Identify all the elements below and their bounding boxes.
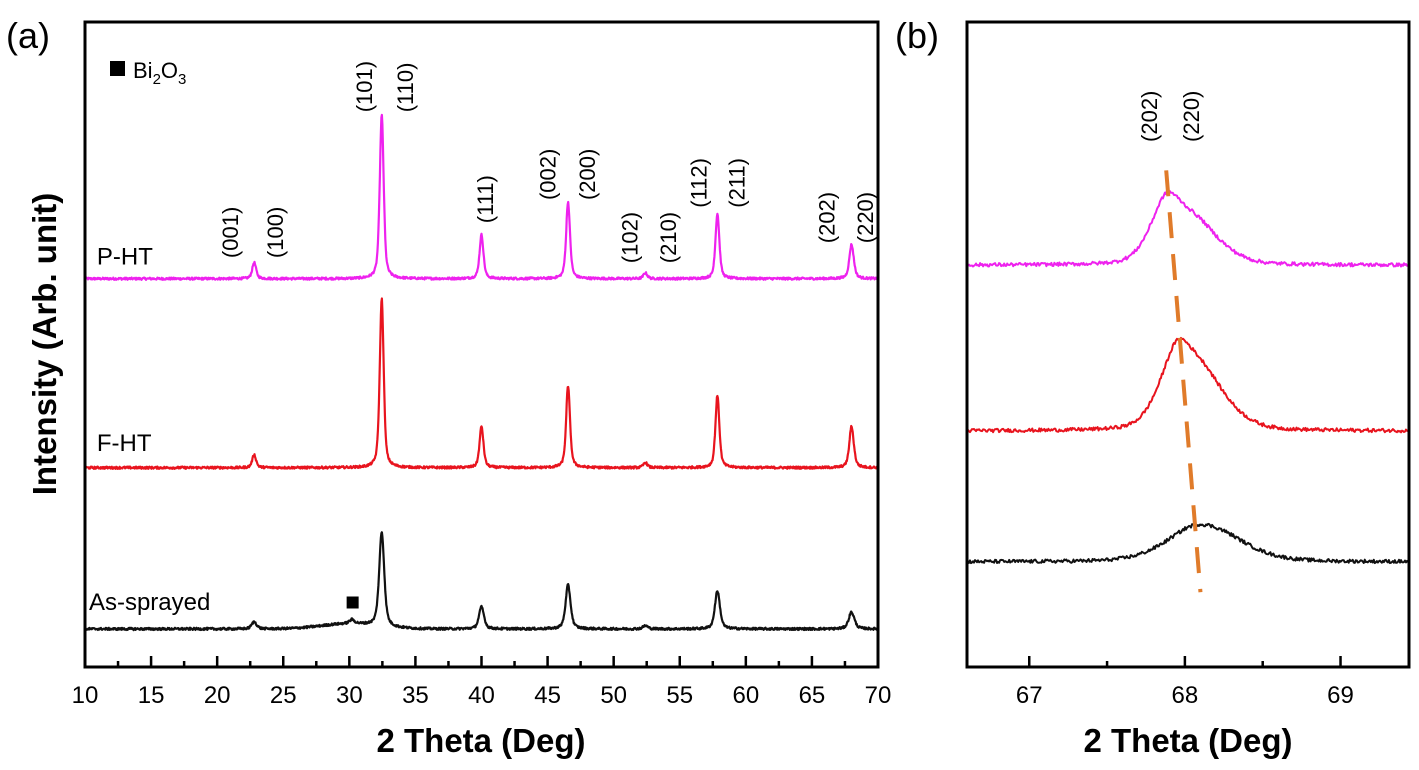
panel-a-hkl-label: (202) — [814, 192, 839, 243]
peak-shift-guide-line — [1164, 170, 1203, 593]
panel-a-hkl-label: (111) — [473, 175, 498, 223]
panel-a: (a) (001) (100)(101) (110)(111) (002) (200)(… — [6, 15, 891, 759]
panel-b-annotations: (202) (220) — [1137, 91, 1204, 142]
panel-b-label: (b) — [895, 15, 939, 56]
panel-b-frame — [965, 20, 1411, 669]
trace-p-ht — [84, 113, 879, 281]
panel-a-x-ticks: 10 15 20 25 30 35 40 45 50 55 60 65 70 — [72, 656, 892, 709]
panel-a-tick-label: 65 — [799, 682, 826, 709]
trace-as-sprayed — [84, 531, 879, 632]
panel-a-tick-label: 15 — [138, 682, 165, 709]
panel-a-hkl-label: (112) — [686, 158, 711, 208]
panel-a-tick-label: 35 — [402, 682, 429, 709]
panel-a-sample-labels: P-HT F-HT As-sprayed — [89, 244, 210, 617]
panel-b: (b) (202) (220) 67 68 69 2 Theta (Deg) — [895, 15, 1411, 759]
panel-b-hkl-label: (220) — [1179, 91, 1204, 142]
panel-a-tick-label: 60 — [732, 682, 759, 709]
panel-b-tick-label: 67 — [1016, 682, 1043, 709]
panel-b-guide — [1164, 170, 1203, 593]
panel-a-frame — [83, 20, 880, 669]
panel-a-markers — [346, 596, 359, 609]
panel-b-tick-label: 68 — [1172, 682, 1199, 709]
legend-label: Bi2O3 — [133, 58, 186, 88]
panel-a-hkl-label: (211) — [725, 158, 750, 208]
panel-a-tick-label: 40 — [468, 682, 495, 709]
panel-a-tick-label: 10 — [72, 682, 99, 709]
panel-a-hkl-label: (001) — [218, 207, 243, 258]
panel-a-tick-label: 45 — [534, 682, 561, 709]
panel-a-tick-label: 50 — [600, 682, 627, 709]
panel-a-annotations: (001) (100) (101) (110) (111) (002) (200) (102)… — [218, 61, 878, 263]
sample-label-as-sprayed: As-sprayed — [89, 589, 210, 616]
panel-b-tick-label: 69 — [1327, 682, 1354, 709]
panel-a-tick-label: 25 — [270, 682, 297, 709]
trace-b-f-ht — [966, 336, 1410, 434]
bi2o3-marker — [346, 596, 359, 609]
panel-a-x-axis-title: 2 Theta (Deg) — [376, 722, 585, 759]
legend: Bi2O3 — [110, 58, 186, 88]
panel-a-hkl-label: (110) — [393, 63, 418, 113]
panel-a-hkl-label: (200) — [575, 149, 600, 200]
panel-a-hkl-label: (102) — [618, 212, 643, 263]
panel-a-tick-label: 70 — [865, 682, 892, 709]
sample-label-f-ht: F-HT — [97, 430, 152, 457]
legend-square-marker — [110, 61, 125, 76]
panel-b-hkl-label: (202) — [1137, 91, 1162, 142]
trace-b-as-sprayed — [966, 522, 1410, 565]
trace-b-p-ht — [966, 189, 1410, 268]
panel-a-hkl-label: (220) — [853, 192, 878, 243]
panel-a-hkl-label: (100) — [263, 207, 288, 258]
panel-b-traces — [966, 189, 1410, 565]
panel-b-x-axis-title: 2 Theta (Deg) — [1083, 722, 1292, 759]
panel-a-hkl-label: (210) — [656, 212, 681, 263]
sample-label-p-ht: P-HT — [97, 244, 153, 271]
y-axis-title: Intensity (Arb. unit) — [26, 193, 63, 495]
panel-a-label: (a) — [6, 15, 50, 56]
panel-a-hkl-label: (002) — [536, 149, 561, 200]
panel-a-traces — [84, 113, 879, 632]
panel-a-tick-label: 30 — [336, 682, 363, 709]
panel-a-tick-label: 20 — [204, 682, 231, 709]
panel-b-x-ticks: 67 68 69 — [1016, 656, 1354, 709]
panel-a-hkl-label: (101) — [352, 61, 377, 112]
trace-f-ht — [84, 297, 879, 470]
panel-a-tick-label: 55 — [666, 682, 693, 709]
